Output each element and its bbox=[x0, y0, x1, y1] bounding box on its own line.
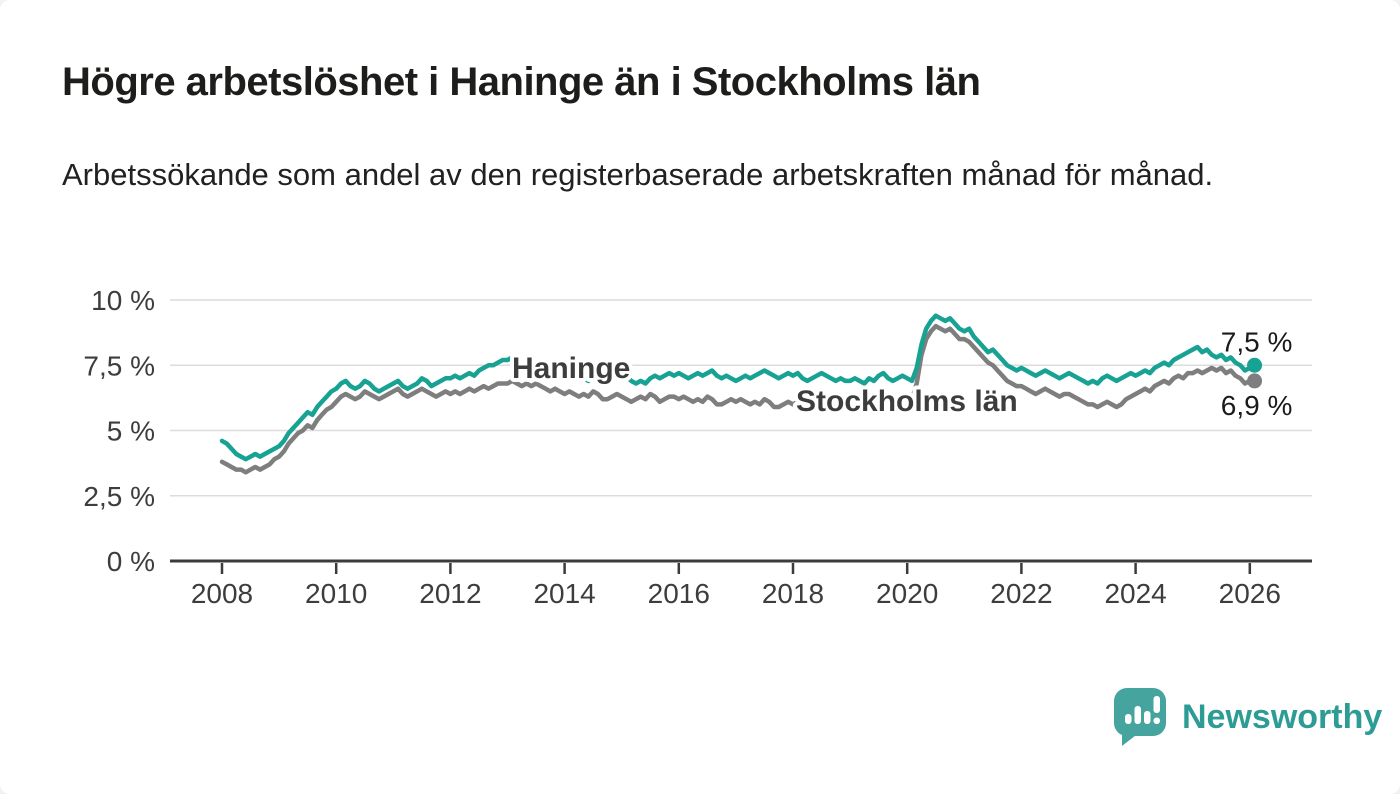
x-axis-tick-label: 2008 bbox=[191, 578, 253, 609]
x-axis-tick-label: 2010 bbox=[305, 578, 367, 609]
newsworthy-branding: Newsworthy bbox=[1112, 686, 1382, 748]
newsworthy-wordmark: Newsworthy bbox=[1182, 697, 1383, 736]
y-axis-tick-label: 7,5 % bbox=[83, 350, 155, 381]
y-axis-tick-label: 10 % bbox=[91, 285, 155, 316]
series-label-haninge: Haninge bbox=[512, 352, 630, 385]
y-axis-tick-label: 2,5 % bbox=[83, 481, 155, 512]
series-line-stockholms-lan bbox=[219, 323, 1257, 475]
x-axis-tick-label: 2020 bbox=[876, 578, 938, 609]
series-line-haninge bbox=[219, 313, 1257, 462]
x-axis-tick-label: 2026 bbox=[1219, 578, 1281, 609]
x-axis-tick-label: 2018 bbox=[762, 578, 824, 609]
y-axis-tick-label: 0 % bbox=[107, 546, 155, 577]
page-title: Högre arbetslöshet i Haninge än i Stockh… bbox=[62, 60, 981, 104]
series-label-stockholms-lan: Stockholms län bbox=[796, 385, 1018, 418]
x-axis-tick-label: 2014 bbox=[533, 578, 595, 609]
end-value-label-haninge: 7,5 % bbox=[1221, 326, 1293, 357]
series-end-dot-stockholms-lan bbox=[1247, 373, 1263, 389]
x-axis-tick-label: 2022 bbox=[990, 578, 1052, 609]
x-axis-tick-label: 2024 bbox=[1104, 578, 1166, 609]
series-end-dot-haninge bbox=[1247, 357, 1263, 373]
y-axis-tick-label: 5 % bbox=[107, 416, 155, 447]
newsworthy-logo-icon bbox=[1114, 688, 1166, 746]
chart-subtitle: Arbetssökande som andel av den registerb… bbox=[62, 157, 1214, 192]
x-axis-tick-label: 2016 bbox=[648, 578, 710, 609]
end-value-label-stockholms-lan: 6,9 % bbox=[1221, 390, 1293, 421]
x-axis-tick-label: 2012 bbox=[419, 578, 481, 609]
